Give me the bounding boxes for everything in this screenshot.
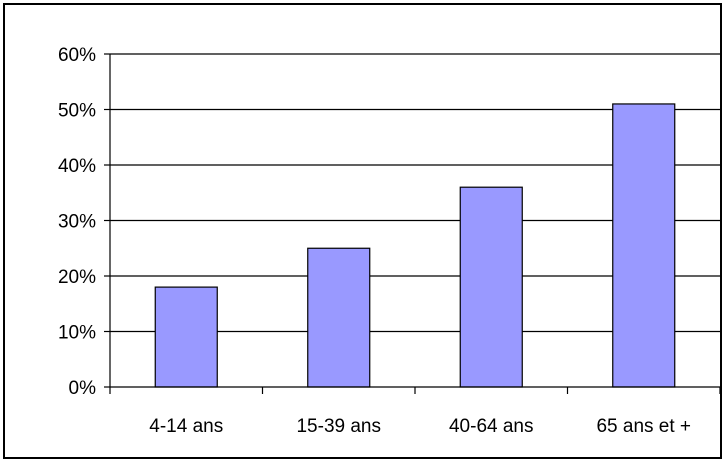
y-tick-label: 20% [58,267,96,288]
x-tick-label: 15-39 ans [296,416,381,437]
y-tick-label: 0% [69,378,97,399]
bar [612,103,676,388]
y-tick-labels: 0% 10% 20% 30% 40% 50% 60% [58,45,96,399]
bar [459,186,523,388]
bars [154,103,676,388]
bar [307,247,371,388]
bar [154,286,218,388]
y-tick-label: 40% [58,156,96,177]
x-tick-labels: 4-14 ans 15-39 ans 40-64 ans 65 ans et + [149,416,691,437]
axes [104,53,721,394]
y-tick-label: 60% [58,45,96,66]
y-tick-label: 30% [58,212,96,233]
x-tick-label: 65 ans et + [596,416,691,437]
y-tick-label: 10% [58,323,96,344]
x-tick-label: 4-14 ans [149,416,223,437]
x-tick-label: 40-64 ans [449,416,534,437]
y-tick-label: 50% [58,101,96,122]
